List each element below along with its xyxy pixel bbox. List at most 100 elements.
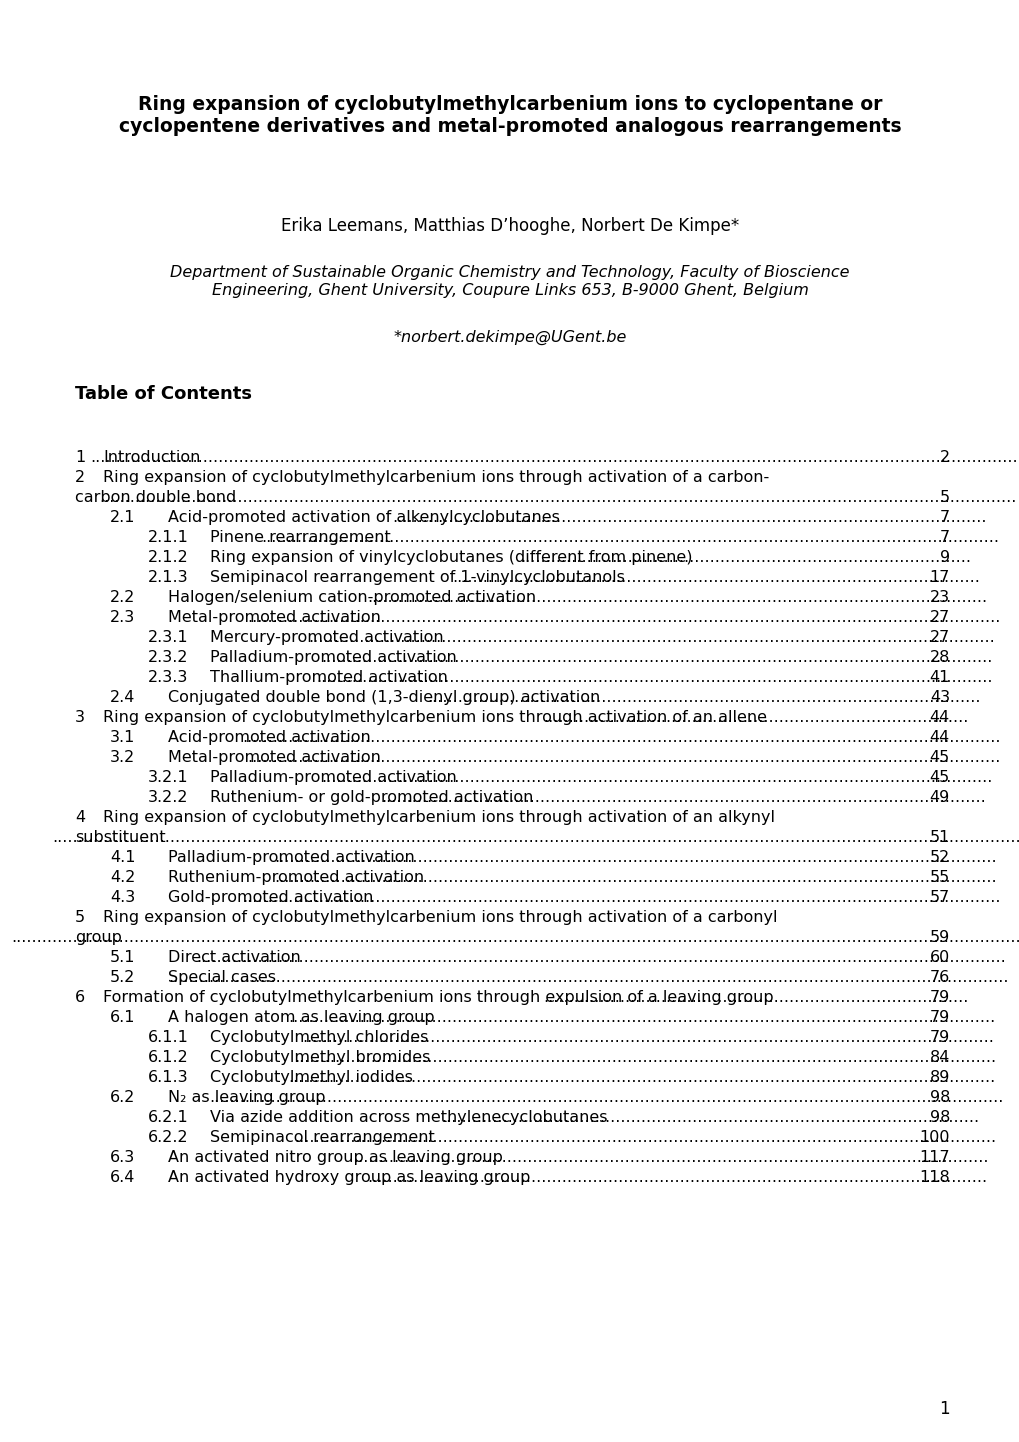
Text: ................................................................................: ........................................… bbox=[354, 1151, 988, 1165]
Text: ................................................................................: ........................................… bbox=[209, 1090, 1003, 1105]
Text: A halogen atom as leaving group: A halogen atom as leaving group bbox=[168, 1009, 434, 1025]
Text: ................................................................................: ........................................… bbox=[274, 849, 997, 865]
Text: *norbert.dekimpe@UGent.be: *norbert.dekimpe@UGent.be bbox=[393, 330, 626, 345]
Text: 17: 17 bbox=[928, 570, 949, 585]
Text: 79: 79 bbox=[929, 1030, 949, 1045]
Text: Special cases: Special cases bbox=[168, 970, 276, 985]
Text: Semipinacol rearrangement of 1-vinylcyclobutanols: Semipinacol rearrangement of 1-vinylcycl… bbox=[210, 570, 625, 585]
Text: Ring expansion of cyclobutylmethylcarbenium ions to cyclopentane or: Ring expansion of cyclobutylmethylcarben… bbox=[138, 95, 881, 114]
Text: ................................................................................: ........................................… bbox=[288, 1009, 995, 1025]
Text: 6.2.1: 6.2.1 bbox=[148, 1110, 189, 1125]
Text: Acid-promoted activation of alkenylcyclobutanes: Acid-promoted activation of alkenylcyclo… bbox=[168, 510, 559, 525]
Text: ................................................................................: ........................................… bbox=[288, 1070, 995, 1084]
Text: 44: 44 bbox=[929, 730, 949, 746]
Text: 2.2: 2.2 bbox=[110, 590, 136, 606]
Text: ................................................................................: ........................................… bbox=[293, 1050, 996, 1066]
Text: Gold-promoted activation: Gold-promoted activation bbox=[168, 890, 373, 906]
Text: ................................................................................: ........................................… bbox=[308, 630, 994, 645]
Text: ................................................................................: ........................................… bbox=[248, 610, 1000, 624]
Text: 2.4: 2.4 bbox=[110, 691, 136, 705]
Text: 98: 98 bbox=[928, 1110, 949, 1125]
Text: 7: 7 bbox=[938, 510, 949, 525]
Text: Ring expansion of cyclobutylmethylcarbenium ions through activation of an allene: Ring expansion of cyclobutylmethylcarben… bbox=[103, 709, 766, 725]
Text: ................................................................................: ........................................… bbox=[242, 730, 1000, 746]
Text: 6.1.3: 6.1.3 bbox=[148, 1070, 189, 1084]
Text: 2.3.1: 2.3.1 bbox=[148, 630, 189, 645]
Text: 2.1.3: 2.1.3 bbox=[148, 570, 189, 585]
Text: 4.1: 4.1 bbox=[110, 849, 136, 865]
Text: ................................................................................: ........................................… bbox=[99, 490, 1015, 505]
Text: Thallium-promoted activation: Thallium-promoted activation bbox=[210, 671, 447, 685]
Text: 2.3.2: 2.3.2 bbox=[148, 650, 189, 665]
Text: 4: 4 bbox=[75, 810, 85, 825]
Text: Mercury-promoted activation: Mercury-promoted activation bbox=[210, 630, 443, 645]
Text: 51: 51 bbox=[928, 831, 949, 845]
Text: Table of Contents: Table of Contents bbox=[75, 385, 252, 402]
Text: 117: 117 bbox=[918, 1151, 949, 1165]
Text: 6.1.2: 6.1.2 bbox=[148, 1050, 189, 1066]
Text: Cyclobutylmethyl bromides: Cyclobutylmethyl bromides bbox=[210, 1050, 430, 1066]
Text: ................................................................................: ........................................… bbox=[52, 831, 1019, 845]
Text: group: group bbox=[75, 930, 121, 945]
Text: Introduction: Introduction bbox=[103, 450, 200, 464]
Text: 45: 45 bbox=[929, 750, 949, 766]
Text: Palladium-promoted activation: Palladium-promoted activation bbox=[210, 770, 457, 784]
Text: 27: 27 bbox=[929, 610, 949, 624]
Text: 5: 5 bbox=[75, 910, 85, 924]
Text: carbon double bond: carbon double bond bbox=[75, 490, 236, 505]
Text: 57: 57 bbox=[929, 890, 949, 906]
Text: 43: 43 bbox=[929, 691, 949, 705]
Text: ................................................................................: ........................................… bbox=[302, 1030, 994, 1045]
Text: ................................................................................: ........................................… bbox=[11, 930, 1019, 945]
Text: substituent: substituent bbox=[75, 831, 165, 845]
Text: ................................................................................: ........................................… bbox=[196, 950, 1005, 965]
Text: Direct activation: Direct activation bbox=[168, 950, 301, 965]
Text: ................................................................................: ........................................… bbox=[520, 549, 970, 565]
Text: 79: 79 bbox=[929, 1009, 949, 1025]
Text: Semipinacol rearrangement: Semipinacol rearrangement bbox=[210, 1131, 434, 1145]
Text: ................................................................................: ........................................… bbox=[367, 590, 986, 606]
Text: 2.3: 2.3 bbox=[110, 610, 136, 624]
Text: 59: 59 bbox=[929, 930, 949, 945]
Text: 6.4: 6.4 bbox=[110, 1169, 136, 1185]
Text: 84: 84 bbox=[928, 1050, 949, 1066]
Text: 4.3: 4.3 bbox=[110, 890, 136, 906]
Text: ................................................................................: ........................................… bbox=[391, 510, 985, 525]
Text: ................................................................................: ........................................… bbox=[168, 970, 1008, 985]
Text: 3.2.1: 3.2.1 bbox=[148, 770, 189, 784]
Text: 2: 2 bbox=[938, 450, 949, 464]
Text: 23: 23 bbox=[929, 590, 949, 606]
Text: ................................................................................: ........................................… bbox=[440, 1110, 978, 1125]
Text: 1: 1 bbox=[75, 450, 86, 464]
Text: cyclopentene derivatives and metal-promoted analogous rearrangements: cyclopentene derivatives and metal-promo… bbox=[118, 117, 901, 136]
Text: Ring expansion of cyclobutylmethylcarbenium ions through activation of a carbon-: Ring expansion of cyclobutylmethylcarben… bbox=[103, 470, 768, 485]
Text: 89: 89 bbox=[928, 1070, 949, 1084]
Text: Via azide addition across methylenecyclobutanes: Via azide addition across methylenecyclo… bbox=[210, 1110, 607, 1125]
Text: 3: 3 bbox=[75, 709, 85, 725]
Text: Engineering, Ghent University, Coupure Links 653, B-9000 Ghent, Belgium: Engineering, Ghent University, Coupure L… bbox=[211, 283, 808, 298]
Text: Ring expansion of cyclobutylmethylcarbenium ions through activation of an alkyny: Ring expansion of cyclobutylmethylcarben… bbox=[103, 810, 774, 825]
Text: ................................................................................: ........................................… bbox=[242, 890, 1000, 906]
Text: 1: 1 bbox=[938, 1400, 949, 1417]
Text: 7: 7 bbox=[938, 531, 949, 545]
Text: Ruthenium- or gold-promoted activation: Ruthenium- or gold-promoted activation bbox=[210, 790, 533, 805]
Text: ................................................................................: ........................................… bbox=[248, 750, 1000, 766]
Text: An activated hydroxy group as leaving group: An activated hydroxy group as leaving gr… bbox=[168, 1169, 530, 1185]
Text: An activated nitro group as leaving group: An activated nitro group as leaving grou… bbox=[168, 1151, 502, 1165]
Text: 6.2.2: 6.2.2 bbox=[148, 1131, 189, 1145]
Text: 6.3: 6.3 bbox=[110, 1151, 136, 1165]
Text: 4.2: 4.2 bbox=[110, 870, 136, 885]
Text: 55: 55 bbox=[929, 870, 949, 885]
Text: 6.1: 6.1 bbox=[110, 1009, 136, 1025]
Text: Ring expansion of cyclobutylmethylcarbenium ions through activation of a carbony: Ring expansion of cyclobutylmethylcarben… bbox=[103, 910, 776, 924]
Text: Erika Leemans, Matthias D’hooghe, Norbert De Kimpe*: Erika Leemans, Matthias D’hooghe, Norber… bbox=[280, 216, 739, 235]
Text: 79: 79 bbox=[929, 991, 949, 1005]
Text: ................................................................................: ........................................… bbox=[316, 671, 991, 685]
Text: Metal-promoted activation: Metal-promoted activation bbox=[168, 610, 380, 624]
Text: 52: 52 bbox=[929, 849, 949, 865]
Text: ................................................................................: ........................................… bbox=[293, 1131, 996, 1145]
Text: 28: 28 bbox=[928, 650, 949, 665]
Text: Department of Sustainable Organic Chemistry and Technology, Faculty of Bioscienc: Department of Sustainable Organic Chemis… bbox=[170, 265, 849, 280]
Text: Ring expansion of vinylcyclobutanes (different from pinene): Ring expansion of vinylcyclobutanes (dif… bbox=[210, 549, 692, 565]
Text: 6: 6 bbox=[75, 991, 85, 1005]
